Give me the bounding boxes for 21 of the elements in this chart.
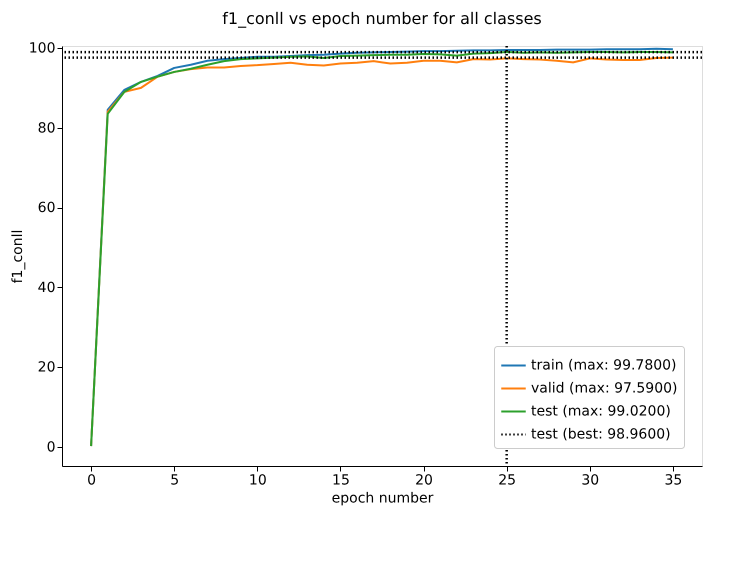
y-tick-label: 20 xyxy=(38,360,56,376)
legend-label: valid (max: 97.5900) xyxy=(531,380,678,396)
y-tick-label: 0 xyxy=(46,439,56,456)
y-tick-label: 60 xyxy=(38,200,56,216)
y-axis-title: f1_conll xyxy=(10,230,26,284)
legend-label: test (best: 98.9600) xyxy=(531,426,671,442)
y-tick-label: 80 xyxy=(38,120,56,136)
y-tick-label: 40 xyxy=(38,280,56,296)
x-tick-label: 15 xyxy=(332,472,350,488)
x-tick-label: 10 xyxy=(248,472,267,488)
x-tick-label: 30 xyxy=(581,472,600,488)
legend-label: test (max: 99.0200) xyxy=(531,404,671,420)
x-axis-title: epoch number xyxy=(332,490,434,506)
y-tick-label: 100 xyxy=(28,40,56,56)
chart-title: f1_conll vs epoch number for all classes xyxy=(222,8,542,28)
x-tick-label: 25 xyxy=(498,472,516,488)
x-tick-label: 0 xyxy=(87,472,96,488)
x-tick-label: 20 xyxy=(415,472,433,488)
legend-label: train (max: 99.7800) xyxy=(531,358,677,374)
x-tick-label: 35 xyxy=(664,472,682,488)
x-tick-label: 5 xyxy=(170,472,180,488)
